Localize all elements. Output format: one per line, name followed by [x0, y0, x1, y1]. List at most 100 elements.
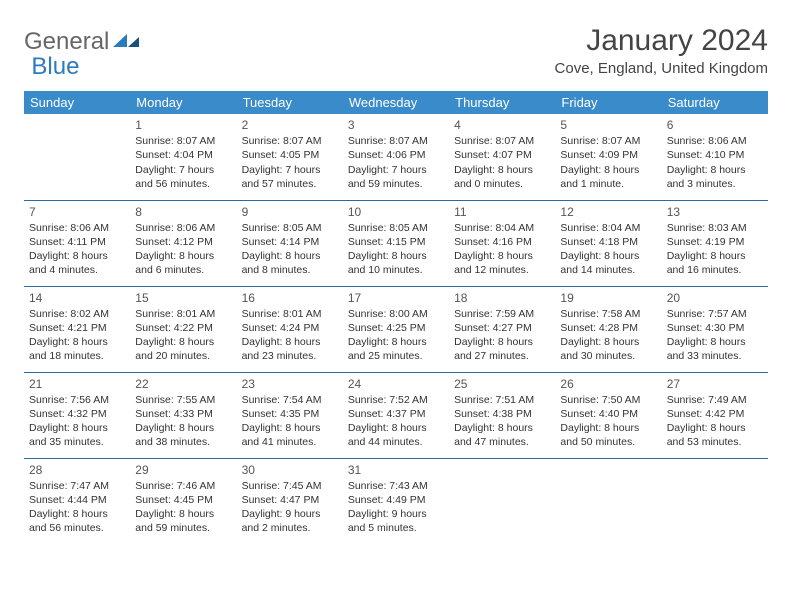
cell-line: Sunset: 4:35 PM	[242, 407, 338, 421]
col-thursday: Thursday	[449, 91, 555, 114]
cell-line: Daylight: 8 hours and 12 minutes.	[454, 249, 550, 277]
day-number: 2	[242, 117, 338, 133]
cell-line: Sunrise: 8:07 AM	[135, 134, 231, 148]
cell-line: Sunset: 4:11 PM	[29, 235, 125, 249]
day-number: 29	[135, 462, 231, 478]
calendar-cell: 24Sunrise: 7:52 AMSunset: 4:37 PMDayligh…	[343, 372, 449, 458]
cell-line: Sunrise: 8:01 AM	[242, 307, 338, 321]
cell-line: Sunset: 4:09 PM	[560, 148, 656, 162]
cell-line: Sunrise: 8:07 AM	[454, 134, 550, 148]
cell-line: Sunrise: 7:55 AM	[135, 393, 231, 407]
calendar-cell: 9Sunrise: 8:05 AMSunset: 4:14 PMDaylight…	[237, 200, 343, 286]
calendar-cell: 14Sunrise: 8:02 AMSunset: 4:21 PMDayligh…	[24, 286, 130, 372]
calendar-row: 14Sunrise: 8:02 AMSunset: 4:21 PM Dayligh…	[24, 286, 768, 372]
cell-line: Sunrise: 8:07 AM	[242, 134, 338, 148]
brand-logo: General	[24, 28, 139, 56]
cell-line: Daylight: 8 hours and 41 minutes.	[242, 421, 338, 449]
cell-line: Daylight: 8 hours and 10 minutes.	[348, 249, 444, 277]
calendar-cell: 15Sunrise: 8:01 AMSunset: 4:22 PMDayligh…	[130, 286, 236, 372]
day-number: 31	[348, 462, 444, 478]
day-header-row: Sunday Monday Tuesday Wednesday Thursday…	[24, 91, 768, 114]
calendar-row: 1Sunrise: 8:07 AMSunset: 4:04 PMDaylight…	[24, 114, 768, 200]
day-number: 7	[29, 204, 125, 220]
cell-line: Daylight: 8 hours and 33 minutes.	[667, 335, 763, 363]
brand-part1: General	[24, 28, 109, 56]
cell-line: Sunrise: 7:54 AM	[242, 393, 338, 407]
cell-line: Sunset: 4:04 PM	[135, 148, 231, 162]
cell-line: Sunrise: 8:03 AM	[667, 221, 763, 235]
cell-line: Sunrise: 8:05 AM	[348, 221, 444, 235]
calendar-table: Sunday Monday Tuesday Wednesday Thursday…	[24, 91, 768, 544]
cell-line: Sunset: 4:44 PM	[29, 493, 125, 507]
cell-line: Sunrise: 7:58 AM	[560, 307, 656, 321]
cell-line: Sunset: 4:19 PM	[667, 235, 763, 249]
cell-line: Sunset: 4:47 PM	[242, 493, 338, 507]
day-number: 15	[135, 290, 231, 306]
cell-line: Sunset: 4:49 PM	[348, 493, 444, 507]
day-number: 16	[242, 290, 338, 306]
calendar-cell: 4Sunrise: 8:07 AMSunset: 4:07 PMDaylight…	[449, 114, 555, 200]
brand-mark-icon	[113, 26, 139, 54]
cell-line: Sunset: 4:45 PM	[135, 493, 231, 507]
calendar-cell: 25Sunrise: 7:51 AMSunset: 4:38 PMDayligh…	[449, 372, 555, 458]
day-number: 20	[667, 290, 763, 306]
calendar-cell: 27Sunrise: 7:49 AMSunset: 4:42 PMDayligh…	[662, 372, 768, 458]
calendar-cell: 29Sunrise: 7:46 AMSunset: 4:45 PMDayligh…	[130, 458, 236, 544]
day-number: 26	[560, 376, 656, 392]
cell-line: Daylight: 8 hours and 8 minutes.	[242, 249, 338, 277]
cell-line: Daylight: 9 hours and 5 minutes.	[348, 507, 444, 535]
col-wednesday: Wednesday	[343, 91, 449, 114]
cell-line: Sunrise: 7:52 AM	[348, 393, 444, 407]
calendar-cell: 3Sunrise: 8:07 AMSunset: 4:06 PMDaylight…	[343, 114, 449, 200]
day-number: 21	[29, 376, 125, 392]
day-number: 18	[454, 290, 550, 306]
cell-line: Sunrise: 8:00 AM	[348, 307, 444, 321]
cell-line: Sunrise: 8:07 AM	[348, 134, 444, 148]
title-block: January 2024 Cove, England, United Kingd…	[555, 20, 768, 77]
day-number: 3	[348, 117, 444, 133]
day-number: 4	[454, 117, 550, 133]
cell-line: Sunset: 4:14 PM	[242, 235, 338, 249]
cell-line: Daylight: 8 hours and 59 minutes.	[135, 507, 231, 535]
day-number: 13	[667, 204, 763, 220]
cell-line: Sunrise: 8:06 AM	[135, 221, 231, 235]
cell-line: Sunrise: 8:06 AM	[29, 221, 125, 235]
cell-line: Sunset: 4:07 PM	[454, 148, 550, 162]
cell-line: Sunrise: 8:02 AM	[29, 307, 125, 321]
cell-line: Daylight: 8 hours and 53 minutes.	[667, 421, 763, 449]
cell-line: Sunset: 4:25 PM	[348, 321, 444, 335]
cell-line: Daylight: 8 hours and 0 minutes.	[454, 163, 550, 191]
calendar-cell: 19Sunrise: 7:58 AMSunset: 4:28 PMDayligh…	[555, 286, 661, 372]
calendar-cell: 22Sunrise: 7:55 AMSunset: 4:33 PMDayligh…	[130, 372, 236, 458]
calendar-cell: 21Sunrise: 7:56 AMSunset: 4:32 PMDayligh…	[24, 372, 130, 458]
cell-line: Daylight: 8 hours and 56 minutes.	[29, 507, 125, 535]
cell-line: Sunset: 4:42 PM	[667, 407, 763, 421]
cell-line: Sunrise: 8:01 AM	[135, 307, 231, 321]
calendar-cell: 6Sunrise: 8:06 AMSunset: 4:10 PMDaylight…	[662, 114, 768, 200]
cell-line: Daylight: 8 hours and 30 minutes.	[560, 335, 656, 363]
col-sunday: Sunday	[24, 91, 130, 114]
cell-line: Daylight: 7 hours and 57 minutes.	[242, 163, 338, 191]
cell-line: Daylight: 8 hours and 1 minute.	[560, 163, 656, 191]
cell-line: Sunset: 4:15 PM	[348, 235, 444, 249]
calendar-cell	[555, 458, 661, 544]
calendar-cell: 13Sunrise: 8:03 AMSunset: 4:19 PMDayligh…	[662, 200, 768, 286]
cell-line: Sunrise: 7:56 AM	[29, 393, 125, 407]
calendar-row: 21Sunrise: 7:56 AMSunset: 4:32 PMDayligh…	[24, 372, 768, 458]
calendar-cell: 8Sunrise: 8:06 AMSunset: 4:12 PMDaylight…	[130, 200, 236, 286]
day-number: 23	[242, 376, 338, 392]
cell-line: Daylight: 8 hours and 16 minutes.	[667, 249, 763, 277]
cell-line: Sunset: 4:30 PM	[667, 321, 763, 335]
cell-line: Daylight: 8 hours and 6 minutes.	[135, 249, 231, 277]
day-number: 14	[29, 290, 125, 306]
calendar-cell	[662, 458, 768, 544]
calendar-cell: 28Sunrise: 7:47 AMSunset: 4:44 PMDayligh…	[24, 458, 130, 544]
cell-line: Sunset: 4:40 PM	[560, 407, 656, 421]
location: Cove, England, United Kingdom	[555, 60, 768, 77]
cell-line: Sunrise: 7:45 AM	[242, 479, 338, 493]
cell-line: Sunset: 4:21 PM	[29, 321, 125, 335]
cell-line: Sunrise: 7:49 AM	[667, 393, 763, 407]
cell-line: Sunrise: 8:04 AM	[560, 221, 656, 235]
day-number: 17	[348, 290, 444, 306]
cell-line: Sunrise: 7:43 AM	[348, 479, 444, 493]
